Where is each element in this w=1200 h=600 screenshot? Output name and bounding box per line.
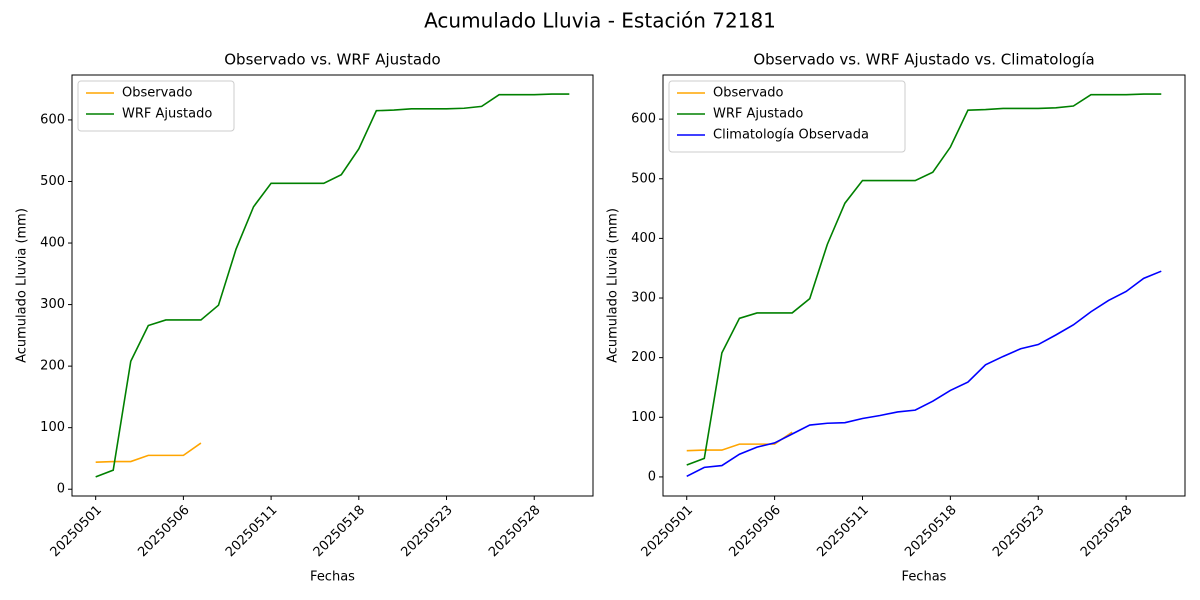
x-tick-label: 20250518 [311, 503, 368, 560]
legend-label: Observado [122, 86, 193, 101]
x-tick-label: 20250501 [48, 503, 105, 560]
axes-title: Observado vs. WRF Ajustado vs. Climatolo… [753, 51, 1094, 69]
axes-frame [71, 74, 594, 497]
y-tick-label: 300 [631, 291, 656, 306]
y-tick-label: 500 [40, 174, 65, 189]
y-axis-label: Acumulado Lluvia (mm) [15, 208, 30, 363]
legend-label: WRF Ajustado [122, 107, 212, 122]
legend-label: WRF Ajustado [713, 107, 803, 122]
y-tick-label: 100 [40, 420, 65, 435]
y-tick-label: 100 [631, 410, 656, 425]
axes-frame [662, 74, 1186, 497]
x-tick-label: 20250518 [902, 503, 959, 560]
series-line [95, 442, 202, 463]
x-tick-label: 20250528 [1078, 503, 1135, 560]
axes-title: Observado vs. WRF Ajustado [224, 51, 440, 69]
y-tick-label: 500 [631, 171, 656, 186]
y-tick-label: 0 [57, 482, 65, 497]
legend-label: Observado [713, 86, 784, 101]
x-tick-label: 20250523 [398, 503, 455, 560]
y-tick-label: 200 [40, 359, 65, 374]
legend-label: Climatología Observada [713, 128, 869, 143]
x-tick-label: 20250501 [639, 503, 696, 560]
y-axis-label: Acumulado Lluvia (mm) [606, 208, 621, 363]
x-tick-label: 20250506 [727, 503, 784, 560]
x-axis-label: Fechas [902, 570, 947, 585]
y-tick-label: 0 [648, 469, 656, 484]
y-tick-label: 600 [40, 112, 65, 127]
legend-box [77, 80, 235, 132]
figure-title: Acumulado Lluvia - Estación 72181 [424, 9, 776, 33]
x-tick-label: 20250506 [135, 503, 192, 560]
y-tick-label: 400 [40, 236, 65, 251]
series-line [95, 93, 570, 478]
y-tick-label: 400 [631, 231, 656, 246]
series-line [686, 270, 1162, 478]
series-line [686, 93, 1162, 466]
series-line [686, 431, 793, 452]
y-tick-label: 600 [631, 112, 656, 127]
y-tick-label: 200 [631, 350, 656, 365]
x-tick-label: 20250528 [486, 503, 543, 560]
x-tick-label: 20250511 [814, 503, 871, 560]
x-tick-label: 20250511 [223, 503, 280, 560]
y-tick-label: 300 [40, 297, 65, 312]
x-axis-label: Fechas [310, 570, 355, 585]
x-tick-label: 20250523 [990, 503, 1047, 560]
legend-box [668, 80, 906, 153]
